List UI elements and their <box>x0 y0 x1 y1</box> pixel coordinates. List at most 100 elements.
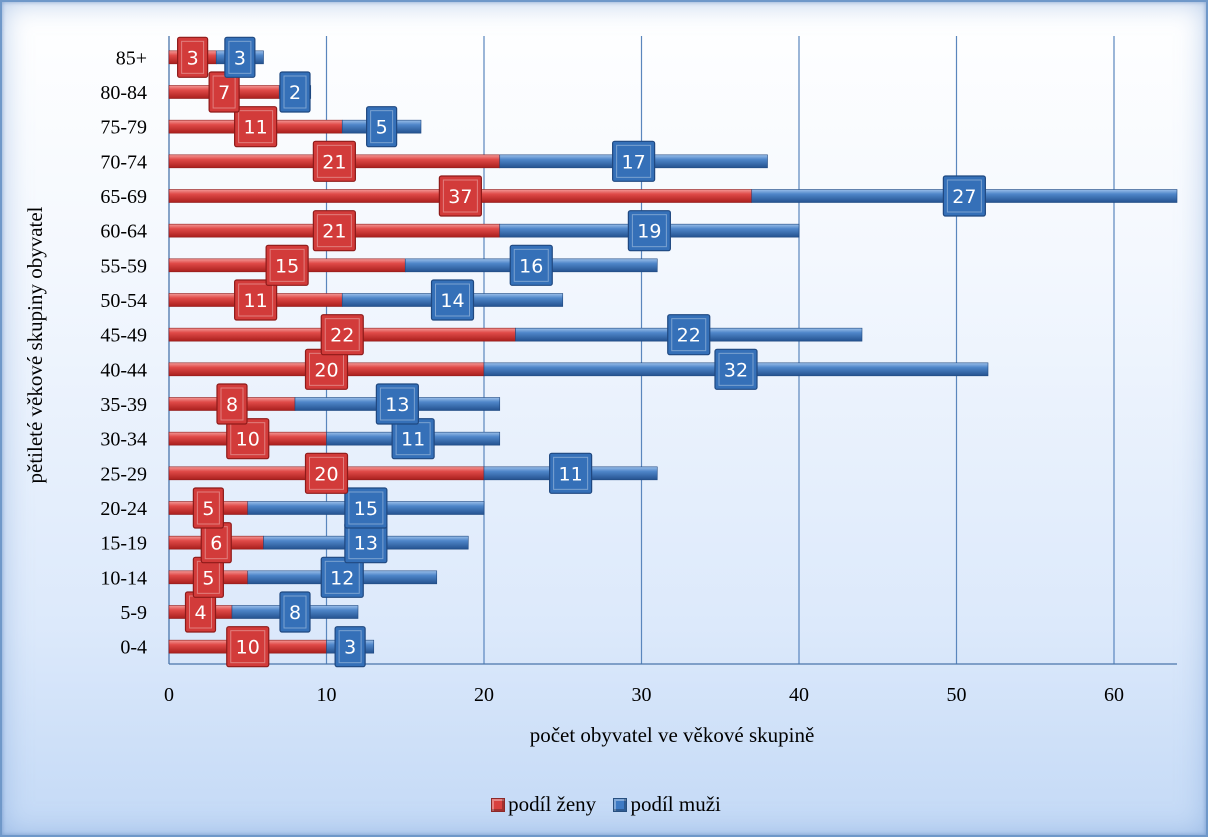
svg-text:13: 13 <box>354 533 378 555</box>
data-label-zeny-85+: 3 <box>177 36 209 78</box>
y-tick-label: 65-69 <box>100 186 147 208</box>
x-tick-label: 50 <box>947 684 967 706</box>
data-label-zeny-15-19: 6 <box>200 522 232 564</box>
svg-text:5: 5 <box>202 567 214 589</box>
x-axis-title: počet obyvatel ve věkové skupině <box>530 723 815 747</box>
svg-text:8: 8 <box>226 394 238 416</box>
y-tick-label: 80-84 <box>100 82 147 104</box>
svg-text:3: 3 <box>344 637 356 659</box>
svg-text:20: 20 <box>314 463 338 485</box>
data-label-muzi-40-44: 32 <box>714 348 758 390</box>
data-label-muzi-75-79: 5 <box>366 106 398 148</box>
y-tick-label: 25-29 <box>100 463 147 485</box>
svg-text:17: 17 <box>622 151 646 173</box>
svg-text:5: 5 <box>376 117 388 139</box>
svg-text:14: 14 <box>440 290 464 312</box>
data-label-muzi-20-24: 15 <box>344 487 388 529</box>
legend-swatch-muzi <box>613 797 628 812</box>
svg-text:16: 16 <box>519 255 543 277</box>
data-label-zeny-80-84: 7 <box>208 71 240 113</box>
data-label-zeny-55-59: 15 <box>265 244 309 286</box>
y-tick-label: 15-19 <box>100 533 147 555</box>
legend-swatch-zeny <box>491 797 506 812</box>
data-label-muzi-85+: 3 <box>224 36 256 78</box>
data-label-muzi-45-49: 22 <box>667 314 711 356</box>
y-tick-label: 30-34 <box>100 429 147 451</box>
y-tick-label: 55-59 <box>100 255 147 277</box>
svg-text:8: 8 <box>289 602 301 624</box>
data-label-muzi-65-69: 27 <box>942 175 986 217</box>
data-label-muzi-50-54: 14 <box>430 279 475 321</box>
svg-text:32: 32 <box>724 359 748 381</box>
data-label-muzi-70-74: 17 <box>612 140 656 182</box>
svg-text:19: 19 <box>637 221 661 243</box>
svg-text:21: 21 <box>322 221 346 243</box>
legend-label-zeny: podíl ženy <box>508 792 597 816</box>
svg-text:22: 22 <box>677 325 701 347</box>
y-tick-label: 50-54 <box>100 290 147 312</box>
data-label-muzi-30-34: 11 <box>391 418 435 460</box>
svg-text:12: 12 <box>330 567 354 589</box>
y-tick-label: 0-4 <box>120 637 147 659</box>
data-label-zeny-65-69: 37 <box>438 175 482 217</box>
data-label-zeny-25-29: 20 <box>304 452 349 494</box>
svg-text:3: 3 <box>234 47 246 69</box>
x-tick-label: 40 <box>789 684 809 706</box>
svg-text:20: 20 <box>314 359 338 381</box>
y-tick-label: 40-44 <box>100 359 147 381</box>
legend-label-muzi: podíl muži <box>630 792 721 816</box>
y-axis-title: pětileté věkové skupiny obyvatel <box>23 206 47 483</box>
svg-text:10: 10 <box>236 637 260 659</box>
data-label-muzi-25-29: 11 <box>549 452 593 494</box>
y-tick-label: 20-24 <box>100 498 147 520</box>
legend-item-zeny: podíl ženy <box>491 792 596 817</box>
svg-text:37: 37 <box>448 186 472 208</box>
svg-text:6: 6 <box>210 533 222 555</box>
y-tick-label: 35-39 <box>100 394 147 416</box>
data-label-muzi-55-59: 16 <box>509 244 553 286</box>
data-label-zeny-40-44: 20 <box>304 348 349 390</box>
svg-text:27: 27 <box>952 186 976 208</box>
data-label-zeny-60-64: 21 <box>312 210 356 252</box>
y-tick-label: 85+ <box>116 47 147 69</box>
svg-text:13: 13 <box>385 394 409 416</box>
data-label-muzi-35-39: 13 <box>375 383 419 425</box>
data-label-muzi-80-84: 2 <box>279 71 311 113</box>
x-tick-label: 60 <box>1104 684 1124 706</box>
svg-text:11: 11 <box>401 429 425 451</box>
svg-text:21: 21 <box>322 151 346 173</box>
data-label-muzi-60-64: 19 <box>627 210 671 252</box>
data-label-muzi-10-14: 12 <box>320 556 364 598</box>
data-label-muzi-0-4: 3 <box>334 626 366 668</box>
legend-item-muzi: podíl muži <box>613 792 721 817</box>
data-label-zeny-10-14: 5 <box>192 556 224 598</box>
svg-text:2: 2 <box>289 82 301 104</box>
data-label-muzi-15-19: 13 <box>344 522 388 564</box>
svg-text:11: 11 <box>244 117 268 139</box>
x-tick-label: 0 <box>164 684 174 706</box>
svg-text:15: 15 <box>275 255 299 277</box>
svg-text:5: 5 <box>202 498 214 520</box>
data-label-zeny-75-79: 11 <box>234 106 278 148</box>
data-label-zeny-70-74: 21 <box>312 140 356 182</box>
svg-text:11: 11 <box>244 290 268 312</box>
data-label-zeny-0-4: 10 <box>226 626 270 668</box>
svg-text:10: 10 <box>236 429 260 451</box>
data-label-zeny-20-24: 5 <box>192 487 224 529</box>
data-label-zeny-5-9: 4 <box>184 591 217 633</box>
y-tick-label: 60-64 <box>100 221 147 243</box>
data-label-zeny-45-49: 22 <box>320 314 364 356</box>
x-tick-label: 10 <box>317 684 337 706</box>
y-tick-label: 45-49 <box>100 325 147 347</box>
y-tick-label: 5-9 <box>120 602 147 624</box>
x-tick-label: 20 <box>474 684 494 706</box>
y-tick-label: 70-74 <box>100 151 147 173</box>
legend: podíl ženy podíl muži <box>2 792 1208 818</box>
y-tick-label: 75-79 <box>100 117 147 139</box>
y-tick-label: 10-14 <box>100 567 147 589</box>
data-label-zeny-50-54: 11 <box>234 279 278 321</box>
data-label-zeny-35-39: 8 <box>216 383 248 425</box>
